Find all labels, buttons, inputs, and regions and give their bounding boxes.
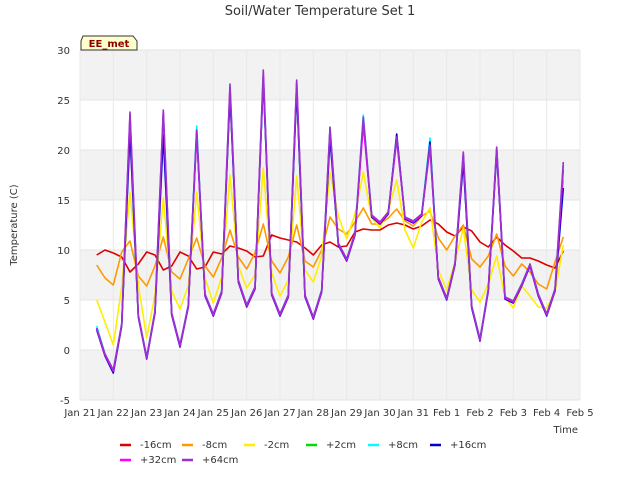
legend-label: +32cm bbox=[140, 455, 176, 466]
x-tick-label: Feb 5 bbox=[566, 408, 593, 419]
legend-label: -16cm bbox=[140, 440, 172, 451]
y-tick-label: 10 bbox=[57, 246, 70, 257]
x-tick-label: Jan 31 bbox=[397, 408, 429, 419]
y-tick-label: 15 bbox=[57, 196, 70, 207]
legend-label: +64cm bbox=[202, 455, 238, 466]
x-axis-label: Time bbox=[553, 425, 578, 436]
y-axis-label: Temperature (C) bbox=[9, 184, 20, 266]
legend-label: +8cm bbox=[388, 440, 418, 451]
y-tick-label: 25 bbox=[57, 96, 70, 107]
series-line-64cm bbox=[95, 69, 565, 371]
x-tick-label: Jan 22 bbox=[97, 408, 129, 419]
x-tick-label: Jan 25 bbox=[197, 408, 229, 419]
gridlines bbox=[79, 49, 581, 401]
site-badge: EE_met bbox=[80, 35, 138, 51]
plot-background bbox=[80, 50, 580, 400]
plot-band bbox=[80, 350, 580, 400]
legend-label: -2cm bbox=[264, 440, 289, 451]
legend-label: -8cm bbox=[202, 440, 227, 451]
x-tick-label: Jan 26 bbox=[230, 408, 262, 419]
legend-label: +16cm bbox=[450, 440, 486, 451]
y-tick-label: -5 bbox=[60, 396, 70, 407]
x-tick-label: Jan 30 bbox=[363, 408, 395, 419]
legend: -16cm -8cm -2cm +2cm +8cm +16cm +32cm +64cm bbox=[120, 440, 486, 466]
x-axis: Jan 21 Jan 22 Jan 23 Jan 24 Jan 25 Jan 26 Jan … bbox=[63, 408, 593, 419]
x-tick-label: Jan 24 bbox=[163, 408, 195, 419]
site-badge-label: EE_met bbox=[89, 39, 130, 50]
x-tick-label: Jan 21 bbox=[63, 408, 95, 419]
y-tick-label: 20 bbox=[57, 146, 70, 157]
plot-band bbox=[80, 300, 580, 350]
series-lines bbox=[95, 69, 565, 374]
series-line-16cm bbox=[96, 219, 565, 273]
chart-title: Soil/Water Temperature Set 1 bbox=[225, 4, 416, 19]
x-tick-label: Jan 28 bbox=[297, 408, 329, 419]
y-axis: -5 0 5 10 15 20 25 30 bbox=[57, 46, 70, 407]
x-tick-label: Feb 1 bbox=[433, 408, 460, 419]
y-tick-label: 30 bbox=[57, 46, 70, 57]
x-tick-label: Feb 3 bbox=[500, 408, 527, 419]
x-tick-label: Feb 4 bbox=[533, 408, 560, 419]
x-tick-label: Feb 2 bbox=[466, 408, 493, 419]
y-tick-label: 0 bbox=[64, 346, 70, 357]
series-line-8cm bbox=[96, 207, 565, 290]
x-tick-label: Jan 29 bbox=[330, 408, 362, 419]
x-tick-label: Jan 23 bbox=[130, 408, 162, 419]
site-badge-box bbox=[80, 35, 138, 51]
y-tick-label: 5 bbox=[64, 296, 70, 307]
series-line-2cm bbox=[95, 167, 565, 346]
legend-label: +2cm bbox=[326, 440, 356, 451]
plot-band bbox=[80, 50, 580, 100]
x-tick-label: Jan 27 bbox=[263, 408, 295, 419]
